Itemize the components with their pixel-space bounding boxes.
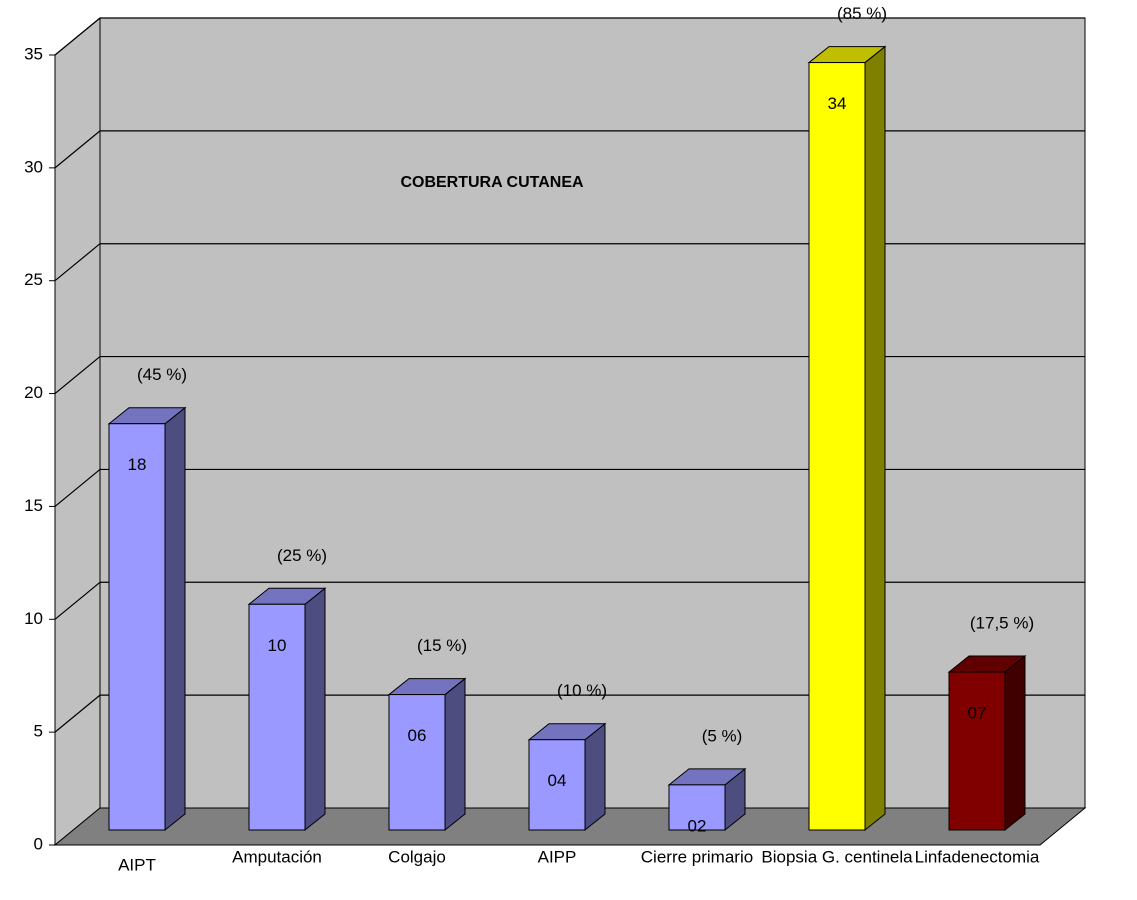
bar xyxy=(528,739,586,831)
grid-line xyxy=(54,468,101,507)
chart-annotation: COBERTURA CUTANEA xyxy=(400,174,584,191)
bar xyxy=(668,784,726,831)
x-tick-label: Amputación xyxy=(232,847,322,866)
bar-side xyxy=(164,406,186,832)
value-label: 02 xyxy=(688,816,707,835)
y-tick-label: 30 xyxy=(24,157,43,176)
x-tick-label: Biopsia G. centinela xyxy=(761,847,913,866)
bar xyxy=(808,62,866,831)
bar-side xyxy=(304,587,326,832)
x-tick-label: Colgajo xyxy=(388,847,446,866)
percent-label: (10 %) xyxy=(557,681,607,700)
percent-label: (15 %) xyxy=(417,636,467,655)
percent-label: (45 %) xyxy=(137,365,187,384)
value-label: 34 xyxy=(828,94,847,113)
value-label: 06 xyxy=(408,726,427,745)
y-tick-label: 25 xyxy=(24,270,43,289)
bar xyxy=(388,694,446,831)
x-tick-label: Linfadenectomia xyxy=(915,847,1040,866)
y-tick-label: 10 xyxy=(24,609,43,628)
walls xyxy=(53,16,1087,847)
value-label: 04 xyxy=(548,771,567,790)
bar-side xyxy=(444,677,466,832)
y-tick-label: 20 xyxy=(24,383,43,402)
bar-side xyxy=(864,45,886,832)
grid-line xyxy=(54,130,101,169)
value-label: 07 xyxy=(968,703,987,722)
y-tick-label: 5 xyxy=(34,722,43,741)
percent-label: (85 %) xyxy=(837,4,887,23)
grid-line xyxy=(54,581,101,620)
grid-line xyxy=(54,17,101,56)
percent-label: (17,5 %) xyxy=(970,613,1034,632)
x-tick-label: AIPP xyxy=(538,847,577,866)
y-tick-label: 0 xyxy=(34,834,43,853)
percent-label: (5 %) xyxy=(702,726,743,745)
value-label: 18 xyxy=(128,455,147,474)
grid-line xyxy=(54,243,101,282)
y-tick-label: 35 xyxy=(24,44,43,63)
side-wall xyxy=(54,16,101,847)
bar xyxy=(248,603,306,831)
bar-side xyxy=(584,722,606,832)
bar xyxy=(108,423,166,831)
x-tick-label: AIPT xyxy=(118,855,156,874)
y-tick-label: 15 xyxy=(24,496,43,515)
value-label: 10 xyxy=(268,636,287,655)
bar-side xyxy=(1004,654,1026,832)
percent-label: (25 %) xyxy=(277,546,327,565)
bar xyxy=(948,671,1006,831)
grid-line xyxy=(54,694,101,733)
grid-line xyxy=(54,356,101,395)
x-tick-label: Cierre primario xyxy=(641,847,753,866)
